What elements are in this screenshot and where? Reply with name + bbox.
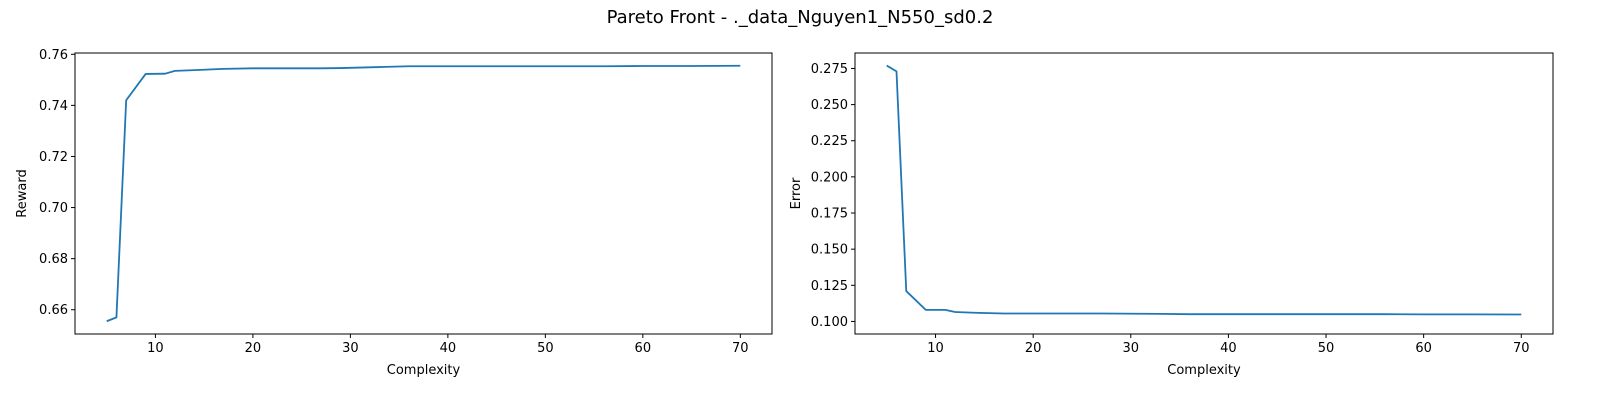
- reward-y-tick-label: 0.76: [39, 48, 68, 63]
- error-x-tick-label: 60: [1415, 341, 1432, 356]
- error-chart: 10 20 30 40 50 60 70 0.100 0.125 0.150 0.175 0.200 0…: [789, 52, 1554, 378]
- error-y-tick-label: 0.100: [811, 315, 848, 330]
- reward-x-tick-label: 50: [537, 341, 554, 356]
- reward-y-tick-label: 0.66: [39, 303, 68, 318]
- error-y-tick-label: 0.150: [811, 243, 848, 258]
- error-x-tick-label: 70: [1513, 341, 1530, 356]
- reward-x-tick-label: 60: [635, 341, 652, 356]
- reward-y-axis-label: Reward: [15, 169, 30, 217]
- reward-x-tick-label: 70: [732, 341, 749, 356]
- reward-y-tick-label: 0.68: [39, 252, 68, 267]
- error-x-tick-label: 10: [927, 341, 944, 356]
- reward-y-tick-label: 0.74: [39, 99, 68, 114]
- error-y-tick-label: 0.200: [811, 170, 848, 185]
- error-y-axis-label: Error: [789, 177, 804, 209]
- error-y-tick-label: 0.125: [811, 279, 848, 294]
- reward-x-tick-label: 40: [440, 341, 457, 356]
- reward-chart: 10 20 30 40 50 60 70 0.66 0.68 0.70 0.72 0.74 0.76 Co…: [15, 48, 773, 378]
- error-y-tick-label: 0.250: [811, 98, 848, 113]
- error-x-tick-label: 20: [1025, 341, 1042, 356]
- reward-y-tick-label: 0.70: [39, 201, 68, 216]
- error-x-axis-label: Complexity: [1167, 363, 1241, 378]
- error-x-tick-label: 50: [1318, 341, 1335, 356]
- reward-x-tick-label: 30: [342, 341, 359, 356]
- error-x-tick-label: 30: [1123, 341, 1140, 356]
- error-y-tick-label: 0.275: [811, 62, 848, 77]
- error-plot-frame: [854, 52, 1554, 335]
- error-y-tick-label: 0.225: [811, 134, 848, 149]
- error-series-line: [886, 64, 1522, 316]
- reward-y-tick-label: 0.72: [39, 150, 68, 165]
- reward-series-line: [106, 64, 741, 323]
- reward-x-tick-label: 10: [147, 341, 164, 356]
- reward-x-axis-label: Complexity: [387, 363, 461, 378]
- reward-x-tick-label: 20: [245, 341, 262, 356]
- reward-plot-frame: [74, 52, 773, 335]
- error-y-tick-label: 0.175: [811, 207, 848, 222]
- figure-title: Pareto Front - ._data_Nguyen1_N550_sd0.2: [607, 7, 994, 28]
- error-x-tick-label: 40: [1220, 341, 1237, 356]
